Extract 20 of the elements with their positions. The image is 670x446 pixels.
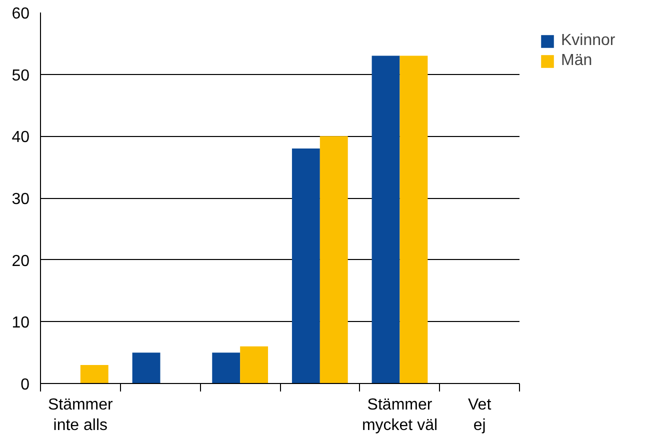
bar — [212, 352, 240, 384]
y-tick-label: 50 — [12, 67, 30, 84]
x-tick-label: Vet ej — [468, 396, 492, 434]
bar — [400, 56, 428, 384]
bar — [80, 364, 108, 384]
legend-label: Kvinnor — [561, 32, 616, 50]
bar — [320, 136, 348, 384]
y-tick-label: 30 — [12, 191, 30, 208]
y-tick-label: 20 — [12, 252, 30, 270]
y-tick-label: 60 — [12, 6, 30, 22]
bar — [240, 346, 268, 384]
legend-label: Män — [561, 52, 592, 70]
y-tick-label: 40 — [12, 129, 30, 146]
bar — [372, 56, 400, 384]
y-tick-label: 0 — [20, 376, 30, 394]
x-tick-label: Stämmer mycket väl — [362, 396, 438, 434]
x-tick-label: Stämmer inte alls — [48, 396, 114, 434]
bar — [292, 148, 320, 384]
bar — [132, 352, 160, 384]
y-tick-label: 10 — [12, 314, 30, 332]
